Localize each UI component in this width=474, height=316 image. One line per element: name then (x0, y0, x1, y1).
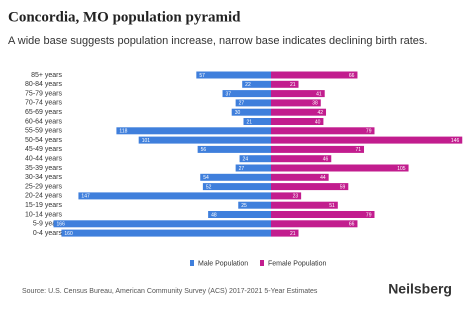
bar (271, 173, 329, 181)
bar (231, 108, 271, 116)
legend-label: Female Population (268, 260, 326, 267)
data-label: 40 (315, 119, 321, 125)
y-tick-label: 45-49 years (25, 146, 62, 153)
data-label: 66 (349, 222, 355, 228)
data-label: 56 (201, 147, 207, 153)
bar (222, 90, 271, 98)
source: Source: U.S. Census Bureau, American Com… (22, 288, 318, 295)
brand: Neilsberg (388, 281, 452, 297)
data-label: 101 (142, 138, 151, 144)
data-label: 166 (57, 222, 66, 228)
data-label: 37 (226, 91, 232, 97)
chart-subtitle: A wide base suggests population increase… (8, 35, 427, 47)
bar (235, 164, 271, 172)
bar (271, 192, 302, 200)
bar (200, 173, 271, 181)
y-tick-label: 60-64 years (25, 118, 62, 125)
data-label: 48 (211, 212, 217, 218)
y-tick-label: 75-79 years (25, 90, 62, 97)
data-label: 38 (312, 101, 318, 107)
bar (239, 155, 271, 163)
bar (271, 127, 375, 135)
bar (271, 71, 358, 79)
y-tick-label: 20-24 years (25, 193, 62, 200)
data-label: 42 (317, 110, 323, 116)
bar (271, 80, 299, 88)
data-label: 46 (323, 157, 329, 163)
bar (243, 118, 271, 125)
y-tick-label: 85+ years (31, 72, 62, 79)
data-label: 160 (64, 231, 73, 237)
data-label: 66 (349, 73, 355, 79)
data-label: 23 (293, 194, 299, 200)
y-tick-label: 10-14 years (25, 211, 62, 218)
data-label: 57 (199, 73, 205, 79)
data-label: 25 (241, 203, 247, 209)
y-tick-label: 15-19 years (25, 202, 62, 209)
y-tick-label: 30-34 years (25, 174, 62, 181)
chart-title: Concordia, MO population pyramid (8, 9, 241, 25)
y-tick-label: 25-29 years (25, 183, 62, 190)
data-label: 118 (119, 129, 127, 135)
data-label: 54 (203, 175, 209, 181)
bar (271, 183, 349, 191)
y-tick-label: 40-44 years (25, 156, 62, 163)
bar (196, 71, 271, 79)
data-label: 71 (355, 147, 361, 153)
bar (271, 118, 324, 125)
y-tick-label: 65-69 years (25, 109, 62, 116)
bar (61, 229, 272, 237)
data-label: 147 (81, 194, 90, 200)
bar (271, 164, 409, 172)
data-label: 79 (366, 129, 372, 135)
bar (53, 220, 271, 228)
data-label: 79 (366, 212, 372, 218)
data-label: 105 (397, 166, 406, 172)
data-label: 21 (246, 119, 252, 125)
bar (271, 136, 463, 144)
data-label: 52 (206, 184, 212, 190)
bar (235, 99, 271, 107)
y-tick-label: 50-54 years (25, 137, 62, 144)
bar (242, 80, 271, 88)
bar (271, 99, 321, 107)
bar (271, 145, 365, 153)
bar (271, 108, 327, 116)
y-tick-label: 0-4 years (33, 230, 63, 237)
legend-swatch (260, 260, 264, 266)
bar (271, 155, 332, 163)
data-label: 24 (243, 157, 249, 163)
data-label: 21 (290, 231, 296, 237)
bar (271, 90, 325, 98)
bar (238, 201, 271, 209)
bar (208, 211, 271, 218)
data-label: 27 (239, 101, 245, 107)
y-tick-label: 5-9 years (33, 221, 63, 228)
data-label: 146 (451, 138, 460, 144)
bar (271, 211, 375, 218)
legend-label: Male Population (198, 260, 248, 267)
data-label: 22 (245, 82, 251, 88)
bar (197, 145, 271, 153)
bar (78, 192, 272, 200)
data-label: 41 (316, 91, 322, 97)
y-tick-label: 55-59 years (25, 128, 62, 135)
data-label: 27 (239, 166, 245, 172)
data-label: 51 (329, 203, 335, 209)
y-tick-label: 80-84 years (25, 81, 62, 88)
y-tick-label: 35-39 years (25, 165, 62, 172)
data-label: 44 (320, 175, 326, 181)
bar (116, 127, 271, 135)
data-label: 21 (290, 82, 296, 88)
bar (271, 220, 358, 228)
bar (271, 229, 299, 237)
bar (138, 136, 271, 144)
y-tick-label: 70-74 years (25, 100, 62, 107)
legend-swatch (190, 260, 194, 266)
data-label: 59 (340, 184, 346, 190)
bar (202, 183, 271, 191)
data-label: 30 (235, 110, 241, 116)
bar (271, 201, 338, 209)
